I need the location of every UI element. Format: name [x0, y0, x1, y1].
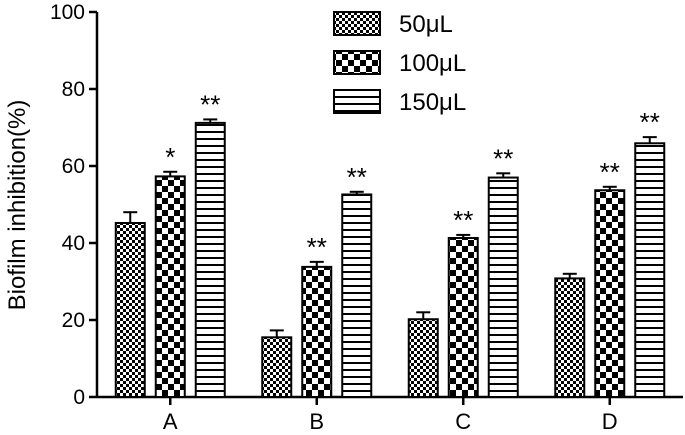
significance-D-series-3: **: [640, 107, 660, 137]
x-tick-label-B: B: [309, 409, 324, 434]
x-tick-label-C: C: [455, 409, 471, 434]
bar-D-series-3: [634, 142, 666, 398]
significance-C-series-3: **: [493, 143, 513, 173]
legend-label-2: 100μL: [399, 50, 466, 77]
significance-B-series-2: **: [307, 232, 327, 262]
significance-A-series-2: *: [165, 142, 175, 172]
bar-A-series-1: [114, 221, 146, 398]
x-tick-label-A: A: [163, 409, 178, 434]
y-tick-label-80: 80: [62, 78, 85, 101]
significance-A-series-3: **: [200, 89, 220, 119]
y-tick-label-100: 100: [50, 1, 85, 24]
bar-B-series-1: [261, 336, 293, 399]
legend-label-1: 50μL: [399, 11, 453, 38]
legend-swatch-3: [333, 89, 381, 114]
y-tick-label-0: 0: [73, 386, 85, 409]
y-tick-label-60: 60: [62, 155, 85, 178]
bar-D-series-2: [594, 189, 626, 398]
x-tick-label-D: D: [602, 409, 618, 434]
bar-B-series-2: [301, 265, 333, 398]
legend: 50μL 100μL 150μL: [333, 11, 466, 116]
bar-D-series-1: [554, 277, 586, 399]
y-axis-label: Biofilm inhibition(%): [4, 100, 31, 311]
bar-C-series-2: [447, 236, 479, 398]
legend-label-3: 150μL: [399, 89, 466, 116]
significance-B-series-3: **: [347, 162, 367, 192]
bar-C-series-1: [407, 318, 439, 399]
significance-D-series-2: **: [600, 157, 620, 187]
bar-A-series-2: [154, 175, 186, 398]
legend-swatch-1: [333, 11, 381, 36]
y-tick-label-20: 20: [62, 309, 85, 332]
bar-B-series-3: [341, 193, 373, 398]
y-tick-label-40: 40: [62, 232, 85, 255]
bar-C-series-3: [487, 176, 519, 398]
significance-C-series-2: **: [453, 205, 473, 235]
legend-swatch-2: [333, 50, 381, 75]
axes: 0 20 40 60 80 100 A B C D: [50, 1, 683, 434]
bars-group: *********** ****: [114, 89, 666, 399]
bar-A-series-3: [194, 121, 226, 398]
